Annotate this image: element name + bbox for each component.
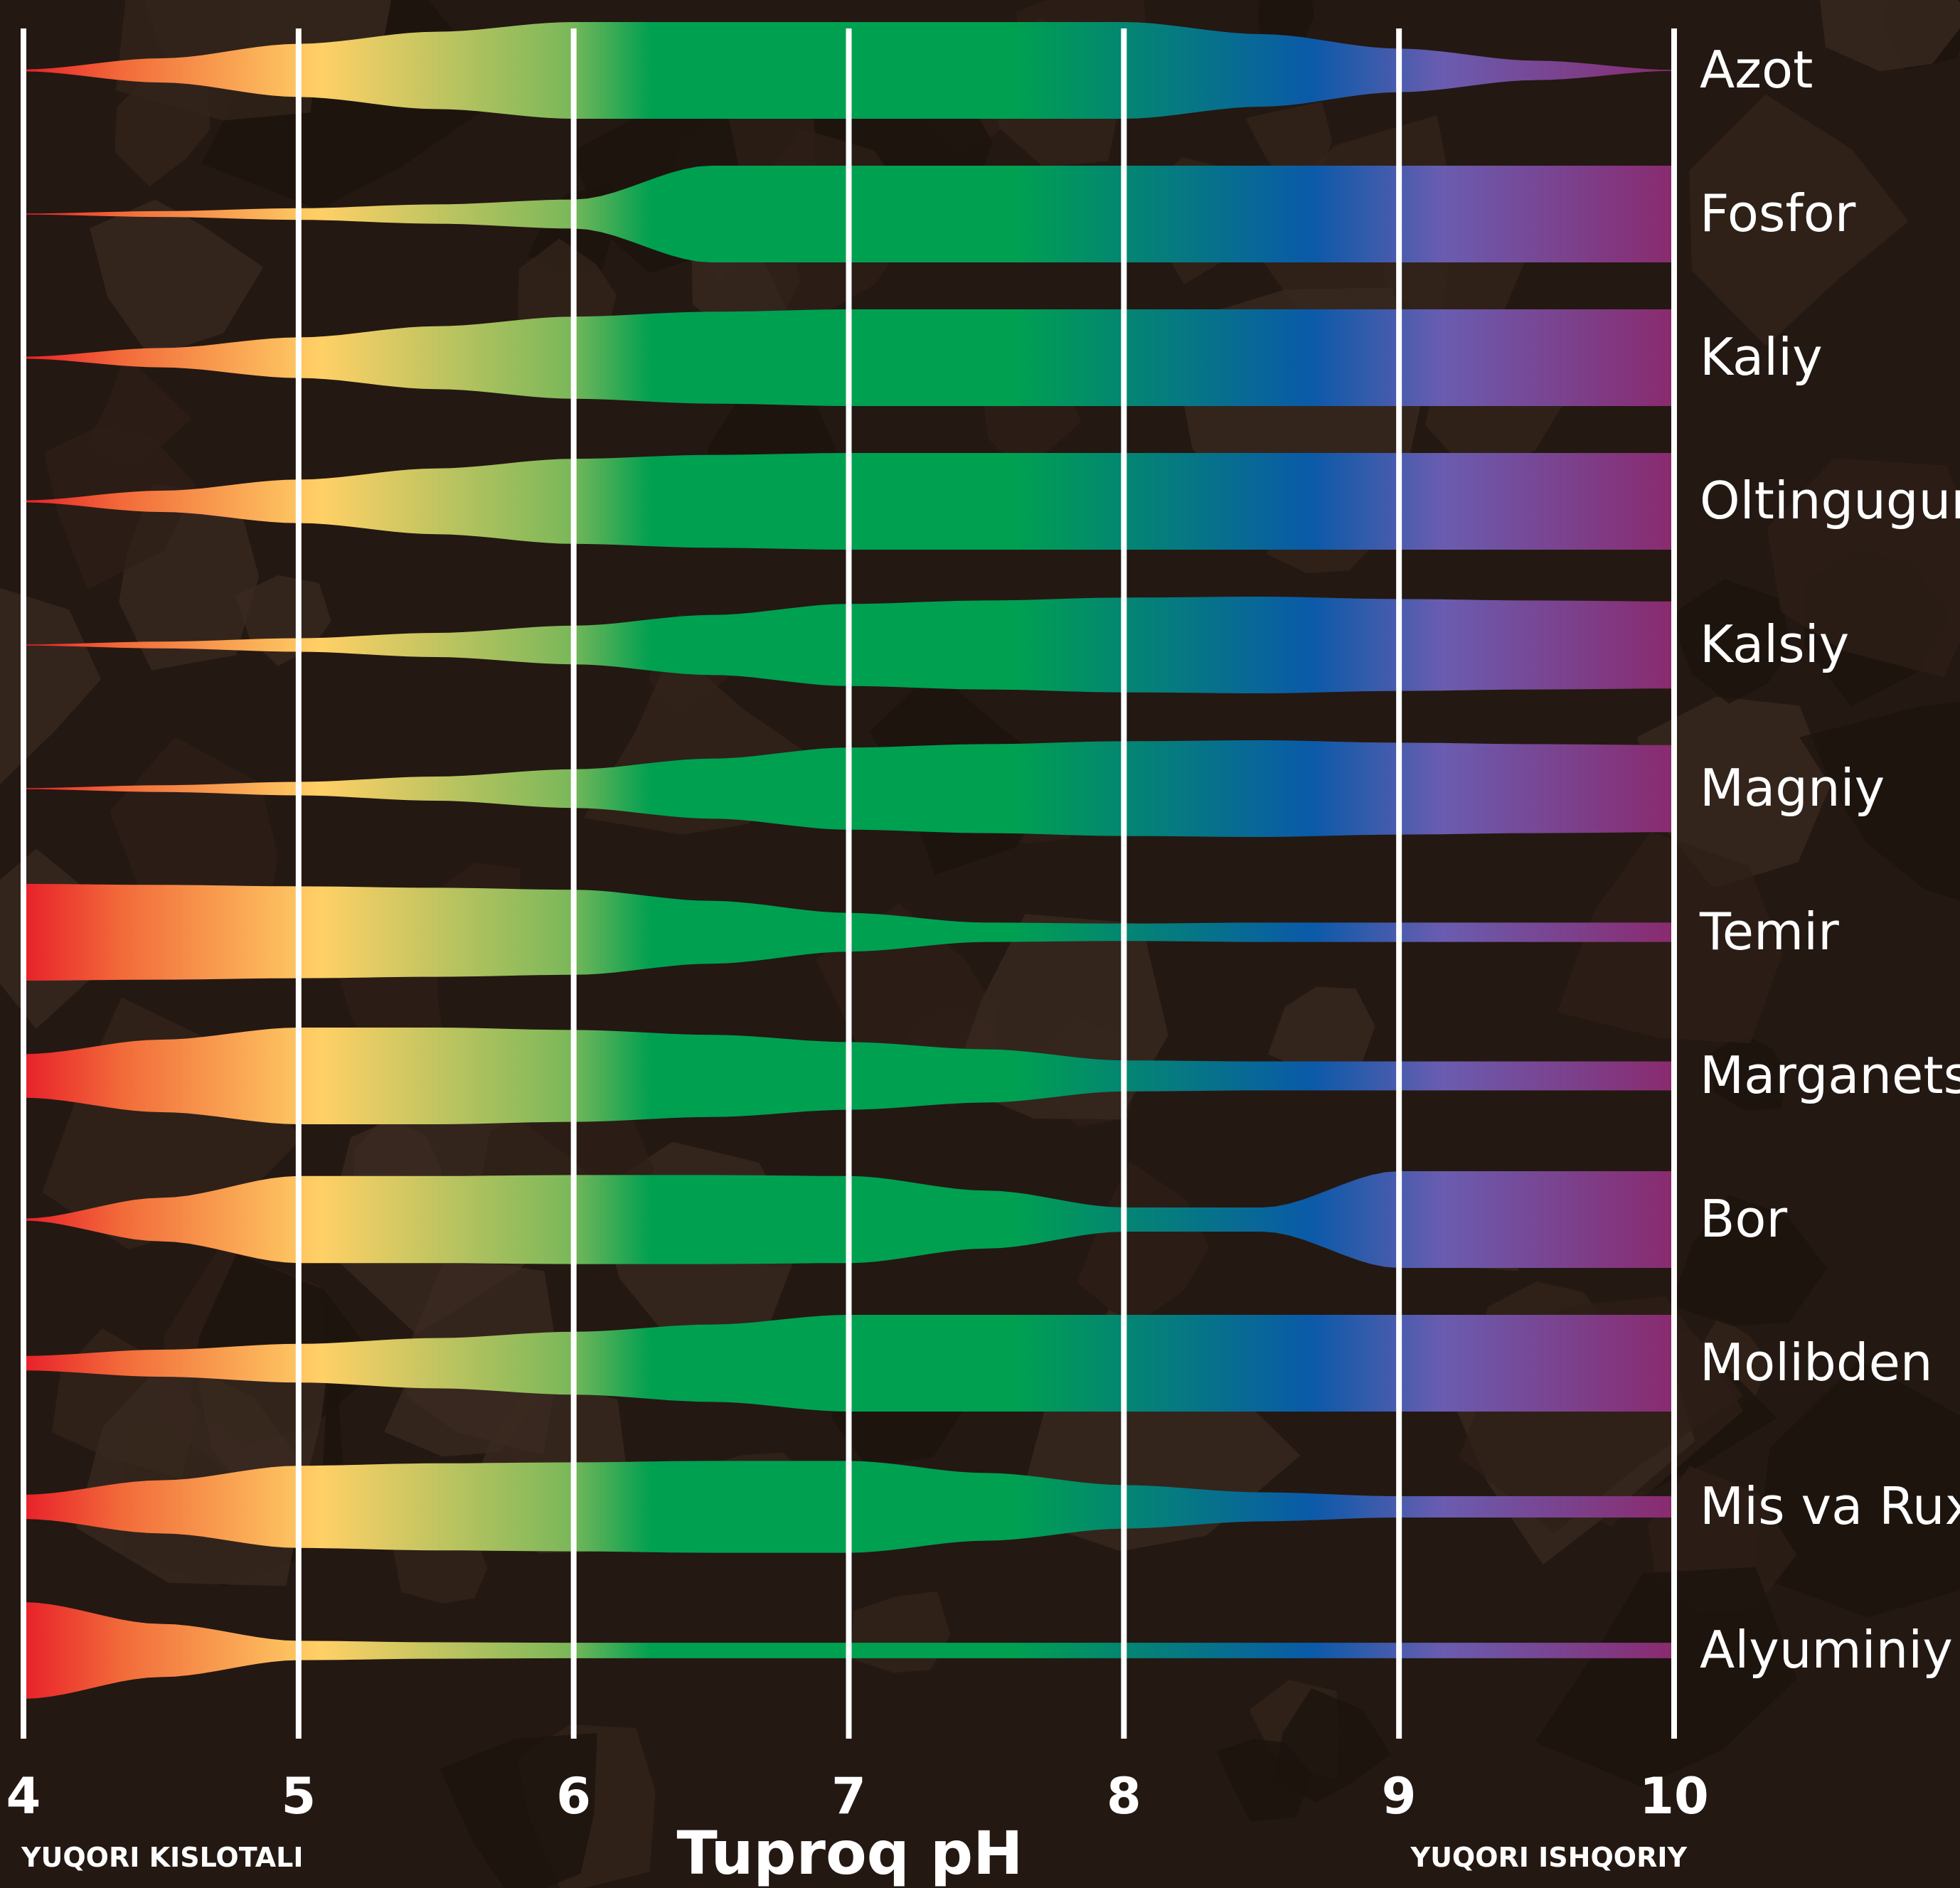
nutrient-label: Kalsiy bbox=[1700, 614, 1849, 674]
texture-blob bbox=[1077, 1161, 1210, 1328]
texture-blob bbox=[1668, 579, 1791, 704]
texture-blob bbox=[1754, 1360, 1960, 1618]
nutrient-label: Kaliy bbox=[1700, 327, 1823, 387]
texture-blob bbox=[1670, 1195, 1828, 1326]
texture-blob bbox=[1216, 1739, 1312, 1822]
nutrient-label: Azot bbox=[1700, 40, 1813, 100]
texture-blob bbox=[1689, 94, 1909, 346]
x-tick-label: 5 bbox=[281, 1767, 316, 1825]
nutrient-label: Oltingugurt bbox=[1700, 471, 1960, 530]
x-tick-label: 10 bbox=[1639, 1767, 1708, 1825]
texture-blob bbox=[86, 355, 192, 464]
nutrient-label: Fosfor bbox=[1700, 183, 1856, 243]
x-axis-ticks: 4 5 6 7 8 9 10 bbox=[6, 1767, 1709, 1825]
texture-blob bbox=[1637, 696, 1831, 888]
texture-blob bbox=[1767, 458, 1960, 678]
texture-blob bbox=[440, 1733, 597, 1888]
x-axis-title: Tuproq pH bbox=[677, 1818, 1023, 1888]
texture-blob bbox=[851, 1591, 951, 1673]
texture-blob bbox=[1267, 986, 1375, 1075]
x-tick-label: 4 bbox=[6, 1767, 41, 1825]
texture-blob bbox=[235, 575, 331, 666]
texture-blob bbox=[1820, 0, 1960, 72]
ph-gridlines bbox=[21, 28, 1677, 1739]
nutrient-label: Temir bbox=[1699, 902, 1839, 961]
texture-blob bbox=[90, 199, 264, 358]
nutrient-label: Molibden bbox=[1700, 1333, 1933, 1392]
texture-blob bbox=[1245, 102, 1333, 182]
nutrient-label: Marganets bbox=[1700, 1045, 1960, 1105]
alkaline-end-label: YUQORI ISHQORIY bbox=[1410, 1842, 1688, 1873]
nutrient-label: Mis va Rux bbox=[1700, 1476, 1960, 1536]
nutrient-labels: Azot Fosfor Kaliy Oltingugurt Kalsiy Magniy Te… bbox=[1699, 40, 1960, 1680]
nutrient-label: Magniy bbox=[1700, 758, 1885, 818]
texture-blob bbox=[1799, 701, 1960, 901]
texture-blob bbox=[1534, 1567, 1798, 1787]
texture-blob bbox=[1710, 1033, 1789, 1111]
acidic-end-label: YUQORI KISLOTALI bbox=[21, 1842, 303, 1873]
nutrient-label: Alyuminiy bbox=[1700, 1620, 1953, 1680]
x-tick-label: 6 bbox=[556, 1767, 591, 1825]
x-tick-label: 9 bbox=[1382, 1767, 1417, 1825]
texture-blob bbox=[0, 587, 102, 784]
x-tick-label: 7 bbox=[831, 1767, 866, 1825]
nutrient-label: Bor bbox=[1700, 1189, 1787, 1249]
x-tick-label: 8 bbox=[1107, 1767, 1141, 1825]
